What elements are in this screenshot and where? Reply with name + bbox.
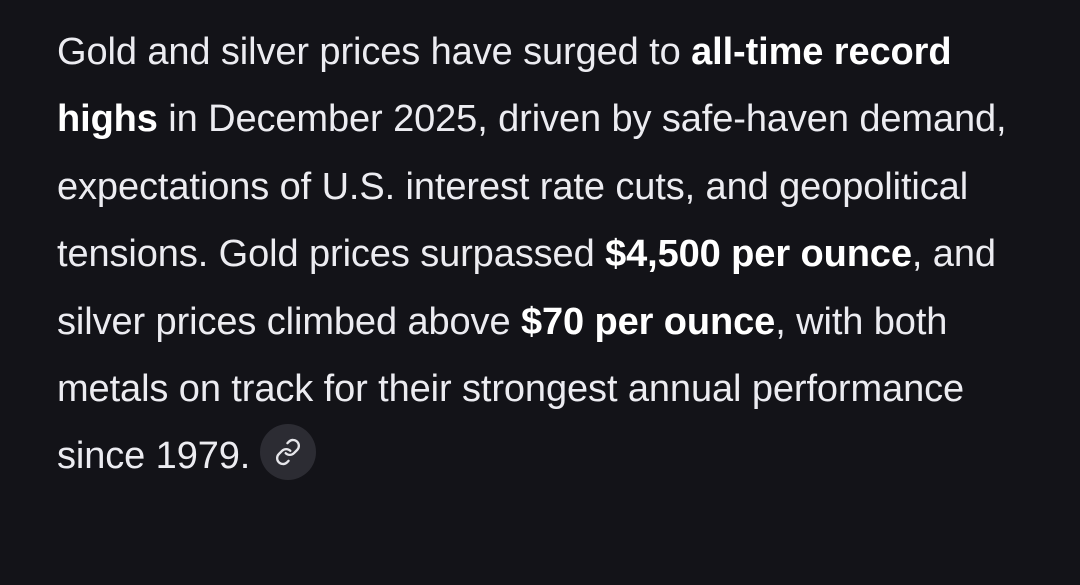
text-segment: , with both metals on track for their st… — [57, 300, 965, 478]
bold-segment: $4,500 per ounce — [605, 233, 912, 276]
bold-segment: all-time record highs — [57, 31, 952, 141]
text-segment: Gold and silver prices have surged to — [57, 31, 692, 73]
text-segment: , and silver prices climbed above — [57, 233, 996, 343]
link-icon — [276, 439, 301, 466]
response-paragraph: Gold and silver prices have surged to al… — [57, 19, 1057, 491]
bold-segment: $70 per ounce — [520, 300, 776, 343]
text-segment: in December 2025, driven by safe-haven d… — [57, 98, 1007, 276]
citation-link-button[interactable] — [260, 424, 317, 481]
